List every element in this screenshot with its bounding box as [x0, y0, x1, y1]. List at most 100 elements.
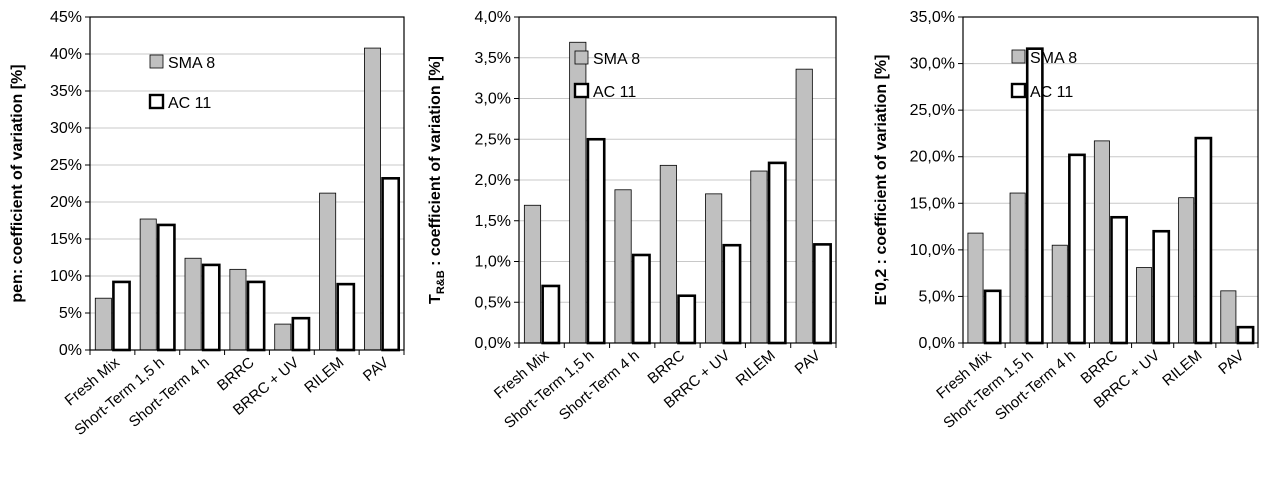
x-tick-label: PAV	[1215, 347, 1247, 378]
y-axis-label: TR&B : coefficient of variation [%]	[427, 56, 447, 304]
bar-sma8	[1051, 244, 1068, 344]
y-tick-label: 2,0%	[475, 172, 511, 189]
legend-swatch-ac11	[1010, 82, 1027, 99]
y-tick-label: 40%	[50, 46, 82, 63]
bar-ac11	[112, 280, 131, 352]
legend-label: AC 11	[168, 95, 211, 112]
bar-sma8	[274, 323, 292, 351]
y-tick-label: 25,0%	[910, 102, 955, 119]
bar-sma8	[1136, 267, 1153, 344]
y-tick-label: 0%	[59, 342, 82, 359]
plot-frame	[962, 16, 1259, 344]
bar-sma8	[659, 164, 677, 344]
plot-frame	[518, 16, 837, 344]
bar-ac11	[246, 280, 266, 352]
bar-ac11	[586, 137, 606, 345]
y-tick-label: 0,0%	[475, 335, 511, 352]
y-tick-label: 0,0%	[919, 335, 955, 352]
bar-ac11	[1110, 215, 1128, 345]
chart-3: 0,0%5,0%10,0%15,0%20,0%25,0%30,0%35,0%Fr…	[873, 9, 1259, 432]
legend-label: SMA 8	[1030, 50, 1077, 67]
bar-sma8	[705, 193, 723, 344]
bar-sma8	[523, 204, 542, 344]
bar-sma8	[184, 257, 202, 351]
bar-ac11	[1068, 153, 1086, 345]
plot-frame	[89, 16, 405, 351]
legend: SMA 8 AC 11	[1010, 49, 1077, 101]
bar-ac11	[541, 284, 561, 345]
y-tick-label: 15%	[50, 231, 82, 248]
x-tick-label: PAV	[360, 354, 392, 385]
chart-2: 0,0%0,5%1,0%1,5%2,0%2,5%3,0%3,5%4,0%Fres…	[427, 9, 837, 432]
bar-sma8	[1178, 197, 1195, 344]
bar-ac11	[381, 177, 401, 352]
legend-label: AC 11	[593, 84, 636, 101]
y-tick-label: 0,5%	[475, 294, 511, 311]
legend-label: AC 11	[1030, 84, 1073, 101]
bar-ac11	[983, 289, 1002, 345]
y-tick-label: 30%	[50, 120, 82, 137]
y-tick-label: 3,0%	[475, 91, 511, 108]
y-tick-label: 10,0%	[910, 242, 955, 259]
y-tick-label: 3,5%	[475, 50, 511, 67]
bar-sma8	[750, 170, 768, 344]
bar-sma8	[229, 268, 247, 351]
legend-label: SMA 8	[593, 51, 640, 68]
x-tick-label: RILEM	[1159, 347, 1205, 389]
x-tick-label: Short-Term 4 h	[556, 347, 643, 424]
bar-sma8	[795, 68, 813, 344]
bar-sma8	[1093, 140, 1110, 344]
x-tick-label: Short-Term 4 h	[126, 354, 213, 431]
x-tick-label: PAV	[792, 347, 824, 378]
bar-ac11	[631, 253, 651, 345]
bar-ac11	[201, 263, 221, 352]
y-tick-label: 4,0%	[475, 9, 511, 26]
legend-swatch-sma8	[574, 50, 589, 65]
bar-ac11	[156, 223, 176, 352]
bar-ac11	[1194, 136, 1213, 345]
bar-sma8	[614, 189, 632, 344]
bar-ac11	[813, 243, 832, 345]
y-tick-label: 45%	[50, 9, 82, 26]
legend-swatch-sma8	[1011, 49, 1026, 64]
bar-ac11	[291, 316, 311, 352]
y-axis-label: E'0,2 : coefficient of variation [%]	[873, 55, 890, 306]
legend-swatch-ac11	[573, 82, 590, 99]
y-tick-label: 30,0%	[910, 56, 955, 73]
x-tick-label: RILEM	[733, 347, 779, 389]
bar-sma8	[967, 232, 984, 344]
legend-swatch-ac11	[148, 93, 165, 110]
chart-1: 0%5%10%15%20%25%30%35%40%45%Fresh MixSho…	[9, 9, 405, 439]
y-tick-label: 20,0%	[910, 149, 955, 166]
bar-ac11	[677, 294, 697, 345]
bar-sma8	[139, 218, 157, 351]
bar-ac11	[767, 161, 787, 345]
legend-swatch-sma8	[149, 54, 164, 69]
bar-sma8	[1220, 290, 1237, 344]
y-tick-label: 15,0%	[910, 195, 955, 212]
bar-sma8	[94, 297, 112, 351]
bar-ac11	[336, 282, 356, 352]
y-tick-label: 1,5%	[475, 213, 511, 230]
bar-sma8	[364, 47, 381, 351]
bar-sma8	[319, 192, 337, 351]
y-tick-label: 20%	[50, 194, 82, 211]
y-tick-label: 35%	[50, 83, 82, 100]
y-tick-label: 25%	[50, 157, 82, 174]
y-tick-label: 35,0%	[910, 9, 955, 26]
bar-sma8	[1009, 192, 1026, 344]
legend-label: SMA 8	[168, 55, 215, 72]
y-axis-label: pen: coefficient of variation [%]	[9, 64, 26, 302]
bar-ac11	[722, 243, 742, 345]
y-tick-label: 5%	[59, 305, 82, 322]
y-tick-label: 10%	[50, 268, 82, 285]
y-tick-label: 5,0%	[919, 288, 955, 305]
legend: SMA 8 AC 11	[573, 50, 640, 101]
bar-ac11	[1236, 325, 1255, 345]
legend: SMA 8 AC 11	[148, 54, 215, 112]
y-tick-label: 2,5%	[475, 131, 511, 148]
y-tick-label: 1,0%	[475, 254, 511, 271]
bar-ac11	[1152, 229, 1171, 345]
